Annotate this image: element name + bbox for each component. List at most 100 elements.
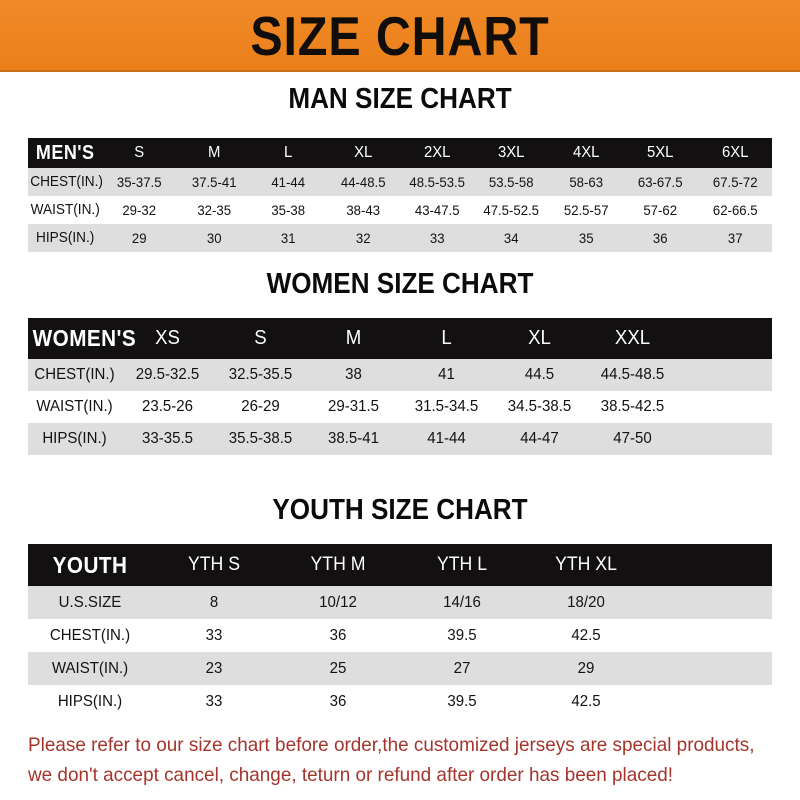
women-chest-xs: 29.5-32.5	[135, 366, 200, 383]
women-size-col-6	[682, 318, 768, 359]
table-row: CHEST(IN.) 35-37.5 37.5-41 41-44 44-48.5…	[28, 168, 772, 196]
table-row: HIPS(IN.) 33 36 39.5 42.5	[28, 685, 772, 718]
table-row: WAIST(IN.) 29-32 32-35 35-38 38-43 43-47…	[28, 196, 772, 224]
man-row-label-waist: WAIST(IN.)	[30, 202, 100, 218]
women-chest-s: 32.5-35.5	[228, 366, 293, 383]
women-waist-s: 26-29	[241, 398, 280, 415]
women-waist-xl: 34.5-38.5	[507, 398, 572, 415]
man-size-col-8: 6XL	[721, 144, 748, 161]
women-chest-l: 41	[438, 366, 455, 383]
table-row: HIPS(IN.) 29 30 31 32 33 34 35 36 37	[28, 224, 772, 252]
table-row: WAIST(IN.) 23.5-26 26-29 29-31.5 31.5-34…	[28, 391, 772, 423]
man-chest-6xl: 67.5-72	[712, 174, 758, 190]
youth-waist-l: 27	[453, 659, 471, 677]
youth-size-col-0: YTH S	[187, 554, 241, 575]
man-hips-6xl: 37	[727, 230, 743, 246]
youth-row-label-ussize: U.S.SIZE	[58, 593, 122, 611]
women-section-title: WOMEN SIZE CHART	[266, 268, 534, 300]
youth-row-label-chest: CHEST(IN.)	[49, 626, 131, 644]
man-waist-5xl: 57-62	[643, 202, 678, 218]
man-waist-6xl: 62-66.5	[712, 202, 758, 218]
man-section-title: MAN SIZE CHART	[288, 83, 512, 115]
man-waist-l: 35-38	[271, 202, 306, 218]
youth-section-title: YOUTH SIZE CHART	[272, 494, 528, 526]
youth-ussize-xl: 18/20	[567, 593, 605, 611]
women-table-header: WOMEN'S XS S M L XL XXL	[28, 318, 772, 359]
youth-ussize-s: 8	[209, 593, 219, 611]
man-row-label-hips: HIPS(IN.)	[36, 230, 95, 246]
women-hips-s: 35.5-38.5	[228, 430, 293, 447]
women-row-label-chest: CHEST(IN.)	[34, 366, 115, 383]
youth-corner-label: YOUTH	[52, 551, 128, 578]
youth-chest-l: 39.5	[447, 626, 477, 644]
man-waist-m: 32-35	[197, 202, 231, 218]
man-hips-m: 30	[206, 230, 222, 246]
youth-size-table: YOUTH YTH S YTH M YTH L YTH XL U.S.SIZE …	[28, 544, 772, 718]
youth-ussize-m: 10/12	[319, 593, 357, 611]
man-chest-3xl: 53.5-58	[489, 174, 534, 190]
youth-header-row: YOUTH YTH S YTH M YTH L YTH XL	[28, 544, 772, 586]
women-hips-xxl: 47-50	[613, 430, 652, 447]
man-waist-2xl: 43-47.5	[414, 202, 460, 218]
youth-size-col-2: YTH L	[436, 554, 488, 575]
man-hips-4xl: 35	[578, 230, 594, 246]
youth-table-header: YOUTH YTH S YTH M YTH L YTH XL	[28, 544, 772, 586]
man-corner-label: MEN'S	[35, 141, 95, 164]
women-size-col-5: XXL	[614, 327, 651, 349]
women-table-body: CHEST(IN.) 29.5-32.5 32.5-35.5 38 41 44.…	[28, 359, 772, 455]
man-hips-3xl: 34	[504, 230, 519, 246]
women-size-col-0: XS	[155, 327, 180, 349]
man-chest-l: 41-44	[271, 174, 306, 190]
youth-size-col-1: YTH M	[310, 554, 366, 575]
women-waist-m: 29-31.5	[327, 398, 379, 415]
women-header-row: WOMEN'S XS S M L XL XXL	[28, 318, 772, 359]
man-chest-xl: 44-48.5	[340, 174, 386, 190]
man-table-body: CHEST(IN.) 35-37.5 37.5-41 41-44 44-48.5…	[28, 168, 772, 252]
man-table-header: MEN'S S M L XL 2XL 3XL 4XL 5XL 6XL	[28, 138, 772, 168]
youth-size-col-4	[652, 544, 767, 586]
youth-chest-pad	[652, 619, 769, 652]
man-size-col-2: L	[284, 144, 293, 161]
women-hips-pad	[682, 423, 769, 455]
man-chest-m: 37.5-41	[191, 174, 237, 190]
youth-size-col-3: YTH XL	[555, 554, 617, 575]
man-chest-2xl: 48.5-53.5	[409, 174, 465, 190]
man-waist-s: 29-32	[122, 202, 157, 218]
man-header-row: MEN'S S M L XL 2XL 3XL 4XL 5XL 6XL	[28, 138, 772, 168]
youth-chest-m: 36	[329, 626, 347, 644]
page-title: SIZE CHART	[250, 5, 550, 67]
youth-waist-pad	[652, 652, 769, 685]
women-row-label-hips: HIPS(IN.)	[42, 430, 107, 447]
man-size-col-5: 3XL	[498, 144, 525, 161]
man-size-col-3: XL	[353, 144, 372, 161]
youth-table-body: U.S.SIZE 8 10/12 14/16 18/20 CHEST(IN.) …	[28, 586, 772, 718]
man-hips-2xl: 33	[429, 230, 445, 246]
women-hips-m: 38.5-41	[327, 430, 379, 447]
women-waist-xxl: 38.5-42.5	[600, 398, 665, 415]
women-size-table: WOMEN'S XS S M L XL XXL CHEST(IN.) 29.5-…	[28, 318, 772, 455]
women-hips-xs: 33-35.5	[141, 430, 193, 447]
man-size-col-0: S	[134, 144, 145, 161]
youth-hips-xl: 42.5	[571, 692, 601, 710]
man-hips-xl: 32	[355, 230, 371, 246]
women-waist-l: 31.5-34.5	[414, 398, 479, 415]
women-size-col-2: M	[345, 327, 362, 349]
disclaimer-line-2: we don't accept cancel, change, teturn o…	[28, 764, 674, 786]
table-row: WAIST(IN.) 23 25 27 29	[28, 652, 772, 685]
man-waist-4xl: 52.5-57	[563, 202, 609, 218]
youth-waist-xl: 29	[577, 659, 595, 677]
man-chest-5xl: 63-67.5	[638, 174, 683, 190]
disclaimer-line-1: Please refer to our size chart before or…	[28, 734, 755, 756]
women-chest-xl: 44.5	[524, 366, 555, 383]
youth-row-label-hips: HIPS(IN.)	[57, 692, 123, 710]
man-size-col-6: 4XL	[572, 144, 600, 161]
women-row-label-waist: WAIST(IN.)	[36, 398, 113, 415]
table-row: CHEST(IN.) 33 36 39.5 42.5	[28, 619, 772, 652]
man-chest-s: 35-37.5	[117, 174, 162, 190]
man-hips-s: 29	[132, 230, 147, 246]
youth-hips-pad	[652, 685, 769, 718]
youth-ussize-l: 14/16	[443, 593, 481, 611]
man-size-col-1: M	[207, 144, 221, 161]
man-size-col-4: 2XL	[423, 144, 451, 161]
women-chest-xxl: 44.5-48.5	[600, 366, 665, 383]
